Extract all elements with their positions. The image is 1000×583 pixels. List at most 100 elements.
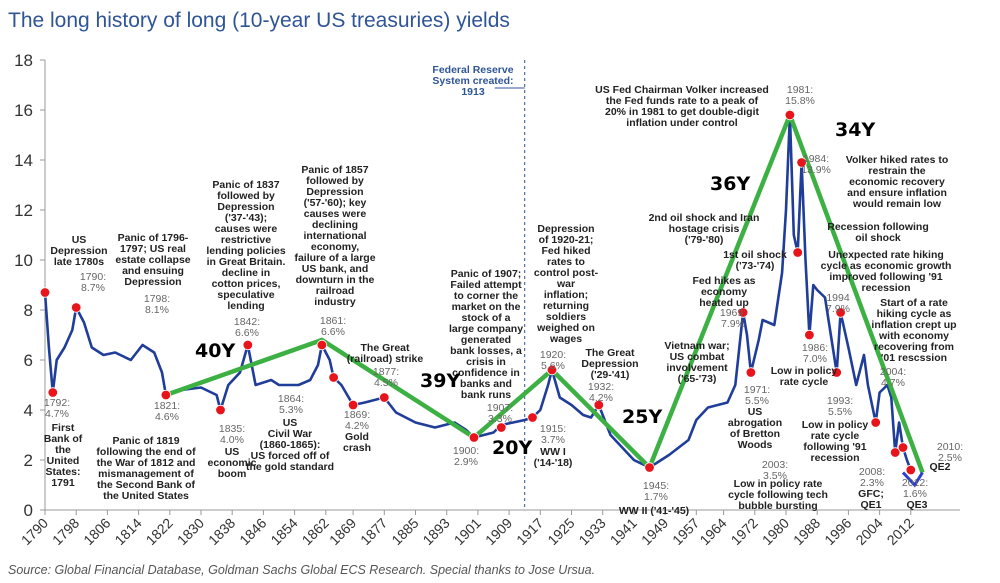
event-marker <box>890 447 901 458</box>
event-annotation: Fed hikes as economy heated up <box>692 275 756 309</box>
y-tick-label: 2 <box>24 451 33 470</box>
event-annotation: Recession following oil shock <box>827 221 929 244</box>
event-annotation: Volker hiked rates to restrain the econo… <box>845 154 949 210</box>
event-value-label: 1984: 13.9% <box>801 153 831 176</box>
source-note: Source: Global Financial Database, Goldm… <box>8 563 596 577</box>
x-tick-label: 1846 <box>236 515 269 548</box>
x-tick-label: 1822 <box>143 515 176 548</box>
y-tick-label: 4 <box>24 401 33 420</box>
x-tick-label: 1941 <box>607 515 640 548</box>
x-tick-label: 1869 <box>326 515 359 548</box>
event-marker <box>39 287 51 298</box>
event-value-label: 1869: 4.2% <box>343 409 371 432</box>
event-value-label: 2004: 4.7% <box>879 366 907 389</box>
event-value-label: 1842: 6.6% <box>233 316 261 339</box>
event-value-label: 2003: 3.5% <box>761 459 789 482</box>
y-tick-label: 14 <box>14 151 33 170</box>
event-annotation: Depression of 1920-21; Fed hiked rates t… <box>533 223 599 345</box>
x-tick-label: 1814 <box>111 515 144 548</box>
x-tick-label: 1996 <box>821 515 854 548</box>
x-tick-label: 1988 <box>790 515 823 548</box>
y-tick-label: 16 <box>14 101 33 120</box>
y-tick-label: 18 <box>14 51 33 70</box>
x-tick-label: 1964 <box>696 515 729 548</box>
event-marker <box>496 422 507 433</box>
y-tick-label: 12 <box>14 201 33 220</box>
x-tick-label: 1909 <box>482 515 515 548</box>
event-annotation: Start of a rate hiking cycle as inflatio… <box>871 297 957 364</box>
x-tick-label: 1949 <box>638 515 671 548</box>
event-annotation: Low in policy rate cycle following '91 r… <box>801 419 869 464</box>
event-marker <box>242 339 254 351</box>
x-tick-label: 1893 <box>419 515 452 548</box>
fed-reserve-label: Federal Reserve System created: 1913 <box>432 64 514 98</box>
event-marker <box>593 399 605 411</box>
event-value-label: 1864: 5.3% <box>277 393 305 416</box>
event-annotation: Panic of 1907; Failed attempt to corner … <box>448 268 524 401</box>
x-tick-label: 1980 <box>759 515 792 548</box>
event-marker <box>468 432 480 443</box>
event-marker <box>347 399 359 411</box>
x-tick-label: 1862 <box>299 515 332 548</box>
event-annotation: Panic of 1819 following the end of the W… <box>96 435 196 502</box>
event-marker <box>796 157 807 168</box>
x-tick-label: 1838 <box>205 515 238 548</box>
event-value-label: 1981: 15.8% <box>785 84 815 107</box>
event-annotation: US economic boom <box>207 446 257 480</box>
event-annotation: The Great (railroad) strike <box>346 342 424 365</box>
event-marker <box>905 464 917 476</box>
event-annotation: Gold crash <box>342 431 372 454</box>
event-annotation: Panic of 1796- 1797; US real estate coll… <box>115 232 191 288</box>
y-tick-label: 8 <box>24 301 33 320</box>
event-annotation: Vietnam war; US combat involvement ('65-… <box>664 340 730 385</box>
event-marker <box>328 372 339 383</box>
y-tick-label: 6 <box>24 351 33 370</box>
event-annotation: Panic of 1857 followed by Depression ('5… <box>294 164 376 308</box>
x-tick-label: 1917 <box>513 515 546 548</box>
event-marker <box>215 404 226 416</box>
event-value-label: 1877: 4.5% <box>372 366 400 389</box>
event-marker <box>316 339 328 351</box>
x-tick-label: 1957 <box>669 515 702 548</box>
event-marker <box>897 442 909 453</box>
event-value-label: 1792: 4.7% <box>43 397 71 420</box>
cycle-duration-label: 36Y <box>710 173 751 195</box>
x-tick-label: 1933 <box>575 515 608 548</box>
event-value-label: 1835: 4.0% <box>218 423 246 446</box>
event-annotation: QE2 <box>929 461 951 473</box>
event-value-label: 1915: 3.7% <box>539 423 567 446</box>
event-value-label: 1932: 4.2% <box>587 381 615 404</box>
event-marker <box>745 367 757 378</box>
x-tick-label: 1885 <box>388 515 421 548</box>
event-annotation: GFC; QE1 <box>858 488 884 511</box>
event-marker <box>546 364 558 376</box>
event-marker <box>870 417 881 428</box>
event-value-label: 1790: 8.7% <box>79 271 107 294</box>
x-tick-label: 1877 <box>357 515 390 548</box>
event-value-label: 2012: 1.6% <box>901 477 929 500</box>
x-tick-label: 1806 <box>80 515 113 548</box>
event-annotation: 1st oil shock ('73-'74) <box>723 249 787 272</box>
event-marker <box>644 462 655 473</box>
chart-title: The long history of long (10-year US tre… <box>8 9 510 32</box>
event-marker <box>160 389 172 401</box>
x-tick-label: 2012 <box>884 515 917 548</box>
event-marker <box>47 387 59 398</box>
event-value-label: 1993: 5.5% <box>826 395 854 418</box>
x-tick-label: 1925 <box>544 515 577 548</box>
qe-v-line <box>901 471 924 488</box>
event-annotation: Low in policy rate cycle <box>770 365 838 388</box>
y-tick-label: 0 <box>24 501 33 520</box>
event-marker <box>70 302 82 313</box>
event-marker <box>737 307 749 318</box>
event-value-label: 1986: 7.0% <box>801 342 829 365</box>
event-marker <box>831 367 842 378</box>
x-tick-label: 1830 <box>174 515 207 548</box>
event-marker <box>835 307 846 318</box>
event-marker <box>784 109 796 121</box>
event-annotation: QE3 <box>906 499 928 511</box>
event-value-label: 1969: 7.9% <box>719 307 747 330</box>
event-value-label: 1907: 3.3% <box>486 402 514 425</box>
